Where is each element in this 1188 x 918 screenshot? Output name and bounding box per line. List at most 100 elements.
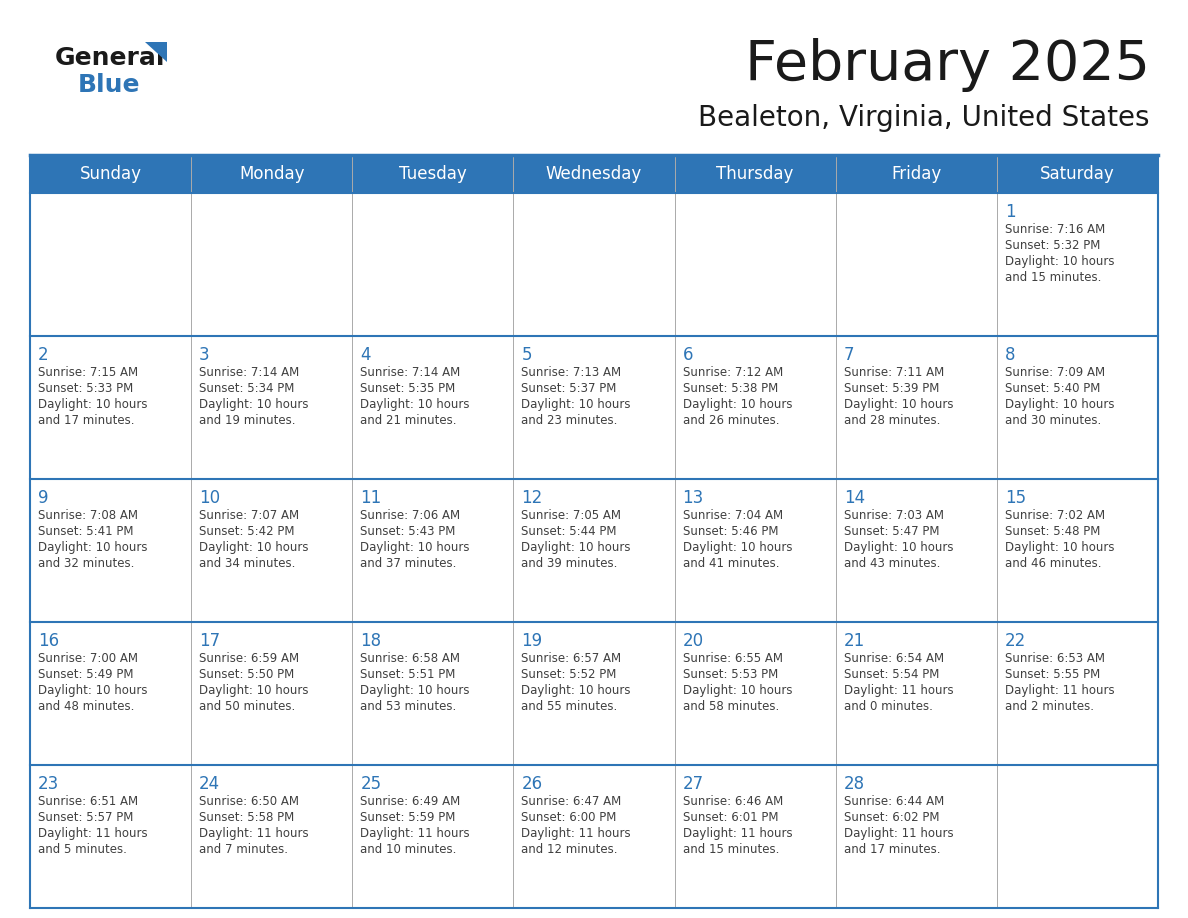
Text: Sunset: 5:48 PM: Sunset: 5:48 PM [1005,525,1100,538]
Text: Daylight: 10 hours: Daylight: 10 hours [522,684,631,697]
Text: and 26 minutes.: and 26 minutes. [683,414,779,427]
Text: Sunrise: 6:53 AM: Sunrise: 6:53 AM [1005,652,1105,665]
Bar [30,765,1158,908]
Text: Sunset: 6:01 PM: Sunset: 6:01 PM [683,811,778,824]
Text: Daylight: 10 hours: Daylight: 10 hours [1005,255,1114,268]
Text: Sunrise: 7:04 AM: Sunrise: 7:04 AM [683,509,783,522]
Text: and 15 minutes.: and 15 minutes. [683,843,779,856]
Text: 24: 24 [200,775,220,793]
Text: 28: 28 [843,775,865,793]
Text: and 17 minutes.: and 17 minutes. [38,414,134,427]
Text: and 53 minutes.: and 53 minutes. [360,700,456,713]
Text: 15: 15 [1005,489,1026,507]
Text: General: General [55,46,165,70]
Text: and 37 minutes.: and 37 minutes. [360,557,456,570]
Text: Daylight: 11 hours: Daylight: 11 hours [1005,684,1114,697]
Bar [30,193,1158,336]
Text: Sunrise: 7:07 AM: Sunrise: 7:07 AM [200,509,299,522]
Text: and 2 minutes.: and 2 minutes. [1005,700,1094,713]
Text: 13: 13 [683,489,703,507]
Text: Sunset: 5:39 PM: Sunset: 5:39 PM [843,382,939,395]
Text: 26: 26 [522,775,543,793]
Text: Bealeton, Virginia, United States: Bealeton, Virginia, United States [699,104,1150,132]
Text: Sunrise: 7:12 AM: Sunrise: 7:12 AM [683,366,783,379]
Text: Saturday: Saturday [1040,165,1114,183]
Text: Sunset: 5:52 PM: Sunset: 5:52 PM [522,668,617,681]
Text: Daylight: 11 hours: Daylight: 11 hours [683,827,792,840]
Text: Daylight: 10 hours: Daylight: 10 hours [843,541,953,554]
Text: Daylight: 11 hours: Daylight: 11 hours [38,827,147,840]
Text: and 17 minutes.: and 17 minutes. [843,843,940,856]
Text: Sunset: 5:49 PM: Sunset: 5:49 PM [38,668,133,681]
Text: Sunset: 5:57 PM: Sunset: 5:57 PM [38,811,133,824]
Text: Sunrise: 7:03 AM: Sunrise: 7:03 AM [843,509,943,522]
Text: Sunset: 5:41 PM: Sunset: 5:41 PM [38,525,133,538]
Text: 21: 21 [843,632,865,650]
Text: Sunrise: 6:50 AM: Sunrise: 6:50 AM [200,795,299,808]
Text: Sunrise: 7:15 AM: Sunrise: 7:15 AM [38,366,138,379]
Text: 4: 4 [360,346,371,364]
Text: and 21 minutes.: and 21 minutes. [360,414,456,427]
Text: Sunset: 5:32 PM: Sunset: 5:32 PM [1005,239,1100,252]
Text: Daylight: 10 hours: Daylight: 10 hours [200,684,309,697]
Text: 9: 9 [38,489,49,507]
Text: 12: 12 [522,489,543,507]
Text: Sunrise: 6:58 AM: Sunrise: 6:58 AM [360,652,460,665]
Text: Sunrise: 6:51 AM: Sunrise: 6:51 AM [38,795,138,808]
Text: Sunrise: 7:13 AM: Sunrise: 7:13 AM [522,366,621,379]
Text: Sunrise: 7:00 AM: Sunrise: 7:00 AM [38,652,138,665]
Text: Daylight: 10 hours: Daylight: 10 hours [843,398,953,411]
Text: and 23 minutes.: and 23 minutes. [522,414,618,427]
Text: Sunrise: 7:06 AM: Sunrise: 7:06 AM [360,509,461,522]
Text: and 58 minutes.: and 58 minutes. [683,700,779,713]
Text: Sunrise: 7:11 AM: Sunrise: 7:11 AM [843,366,944,379]
Text: and 28 minutes.: and 28 minutes. [843,414,940,427]
Text: 18: 18 [360,632,381,650]
Text: and 0 minutes.: and 0 minutes. [843,700,933,713]
Text: Daylight: 10 hours: Daylight: 10 hours [683,398,792,411]
Text: Daylight: 10 hours: Daylight: 10 hours [683,541,792,554]
Text: and 43 minutes.: and 43 minutes. [843,557,940,570]
Text: 1: 1 [1005,203,1016,221]
Text: Daylight: 10 hours: Daylight: 10 hours [360,398,469,411]
Text: and 7 minutes.: and 7 minutes. [200,843,289,856]
Text: 8: 8 [1005,346,1016,364]
Text: 22: 22 [1005,632,1026,650]
Text: and 50 minutes.: and 50 minutes. [200,700,296,713]
Text: and 46 minutes.: and 46 minutes. [1005,557,1101,570]
Text: Sunset: 5:38 PM: Sunset: 5:38 PM [683,382,778,395]
Text: and 39 minutes.: and 39 minutes. [522,557,618,570]
Text: and 5 minutes.: and 5 minutes. [38,843,127,856]
Text: Sunday: Sunday [80,165,141,183]
Text: Daylight: 10 hours: Daylight: 10 hours [38,398,147,411]
Text: Sunset: 5:33 PM: Sunset: 5:33 PM [38,382,133,395]
Text: Sunrise: 7:08 AM: Sunrise: 7:08 AM [38,509,138,522]
Text: 3: 3 [200,346,210,364]
Text: and 41 minutes.: and 41 minutes. [683,557,779,570]
Text: 16: 16 [38,632,59,650]
Text: Daylight: 10 hours: Daylight: 10 hours [360,541,469,554]
Text: 11: 11 [360,489,381,507]
Text: Sunset: 5:42 PM: Sunset: 5:42 PM [200,525,295,538]
Text: Daylight: 11 hours: Daylight: 11 hours [843,827,953,840]
Text: Daylight: 10 hours: Daylight: 10 hours [38,541,147,554]
Text: 2: 2 [38,346,49,364]
Text: and 32 minutes.: and 32 minutes. [38,557,134,570]
Text: Sunrise: 6:57 AM: Sunrise: 6:57 AM [522,652,621,665]
Text: 10: 10 [200,489,220,507]
Text: and 12 minutes.: and 12 minutes. [522,843,618,856]
Text: Tuesday: Tuesday [399,165,467,183]
Text: Sunset: 6:02 PM: Sunset: 6:02 PM [843,811,940,824]
Text: Sunrise: 6:44 AM: Sunrise: 6:44 AM [843,795,944,808]
Text: Monday: Monday [239,165,304,183]
Text: and 10 minutes.: and 10 minutes. [360,843,456,856]
Text: Daylight: 10 hours: Daylight: 10 hours [200,541,309,554]
Text: Sunrise: 7:09 AM: Sunrise: 7:09 AM [1005,366,1105,379]
Text: Daylight: 11 hours: Daylight: 11 hours [360,827,470,840]
Text: Sunset: 5:47 PM: Sunset: 5:47 PM [843,525,940,538]
Text: and 15 minutes.: and 15 minutes. [1005,271,1101,284]
Text: 20: 20 [683,632,703,650]
Text: Daylight: 10 hours: Daylight: 10 hours [360,684,469,697]
Bar [30,622,1158,765]
Text: Sunset: 5:34 PM: Sunset: 5:34 PM [200,382,295,395]
